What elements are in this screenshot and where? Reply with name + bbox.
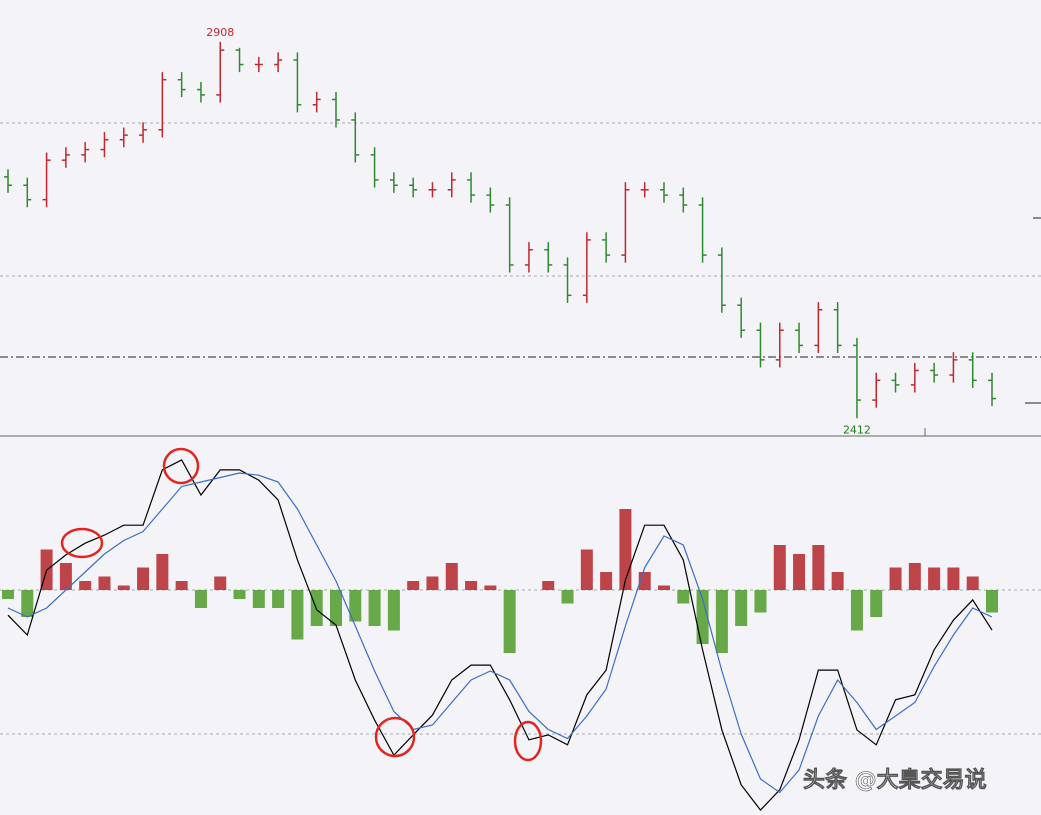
histogram-bar [330, 590, 342, 626]
histogram-bar [137, 567, 150, 590]
histogram-bar [194, 590, 207, 608]
histogram-bar [696, 590, 709, 644]
histogram-bar [310, 590, 323, 626]
histogram-bar [214, 576, 227, 590]
histogram-bar [407, 581, 420, 590]
highlight-circle [60, 527, 104, 559]
histogram-bar [966, 576, 979, 590]
histogram-bar [503, 590, 516, 653]
histogram-bar [21, 590, 34, 617]
highlight-circle [374, 716, 416, 758]
histogram-bar [542, 581, 555, 590]
macd-line [7, 459, 993, 811]
histogram-bar [426, 576, 439, 590]
histogram-bar [947, 567, 960, 590]
histogram-bar [59, 563, 72, 590]
histogram-bar [870, 590, 883, 617]
histogram-bar [658, 585, 670, 590]
histogram-bar [349, 590, 362, 622]
histogram-bar [580, 549, 593, 590]
low-label: 2412 [843, 423, 871, 436]
histogram-bar [484, 585, 497, 590]
histogram-bar [98, 576, 111, 590]
histogram-bar [600, 572, 613, 590]
highlight-circle [513, 720, 543, 762]
highlight-circle [162, 447, 200, 485]
histogram-bar [561, 590, 574, 604]
histogram-bar [252, 590, 265, 608]
histogram-bar [986, 590, 998, 613]
histogram-bar [175, 581, 188, 590]
histogram-bar [156, 554, 169, 590]
high-label: 2908 [206, 26, 234, 39]
histogram-bar [117, 585, 130, 590]
histogram-bar [2, 590, 14, 599]
histogram-bar [291, 590, 304, 640]
histogram-bar [754, 590, 767, 613]
circles [60, 447, 543, 762]
histogram-bar [387, 590, 400, 631]
histogram-bar [465, 581, 478, 590]
histogram-bar [928, 567, 941, 590]
histogram-bar [619, 509, 632, 590]
histogram-bar [233, 590, 246, 599]
histogram-bar [368, 590, 381, 626]
histogram-bar [677, 590, 690, 604]
macd-line [7, 472, 993, 794]
histogram-bar [79, 581, 92, 590]
histogram-bar [850, 590, 863, 631]
histogram-bar [445, 563, 458, 590]
watermark: 头条 @大臬交易说 [803, 767, 987, 793]
histogram-bar [889, 567, 902, 590]
marks: 2908 2412 [2, 26, 998, 811]
histogram-bar [908, 563, 921, 590]
histogram-bar [715, 590, 728, 653]
layout [0, 122, 1041, 735]
histogram-bar [272, 590, 285, 608]
histogram-bar [735, 590, 748, 626]
histogram-bar [812, 545, 825, 590]
histogram-bar [831, 572, 844, 590]
histogram-bar [793, 554, 806, 590]
histogram-bar [773, 545, 786, 590]
